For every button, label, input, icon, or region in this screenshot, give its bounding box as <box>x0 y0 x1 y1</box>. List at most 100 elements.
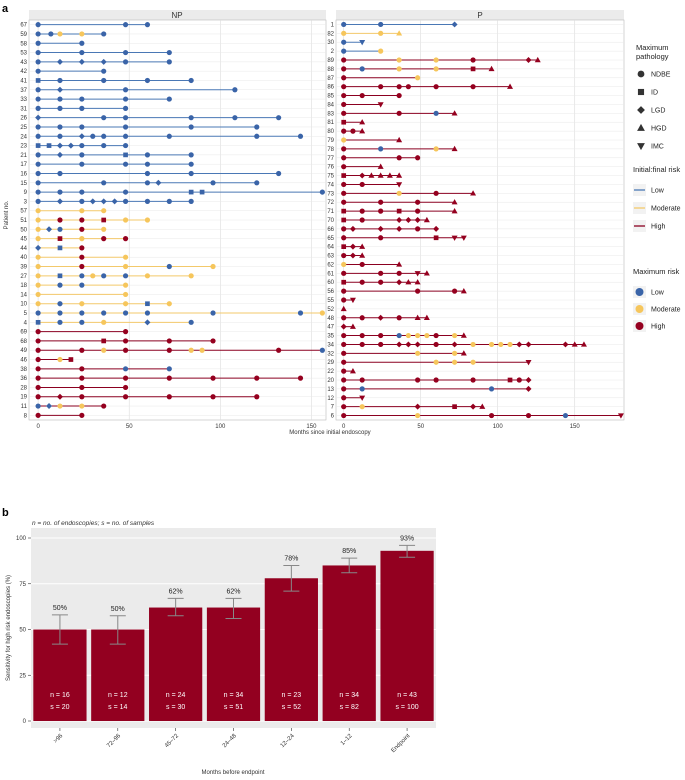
bar-value-label: 50% <box>53 605 67 612</box>
endoscopy-point <box>349 252 356 259</box>
patient-id-label: 50 <box>20 227 27 233</box>
x-tick-label: 100 <box>215 424 226 430</box>
endoscopy-point <box>155 179 162 186</box>
legend-color-swatch <box>635 322 644 330</box>
endoscopy-point <box>405 217 412 223</box>
endoscopy-point <box>433 359 439 365</box>
endoscopy-point <box>35 356 41 363</box>
endoscopy-point <box>57 282 63 288</box>
endoscopy-point <box>451 235 458 241</box>
endoscopy-point <box>415 350 421 356</box>
patient-id-label: 64 <box>327 245 334 251</box>
endoscopy-point <box>35 394 41 400</box>
endoscopy-point <box>415 412 421 419</box>
endoscopy-point <box>341 404 347 410</box>
endoscopy-point <box>35 384 41 391</box>
endoscopy-point <box>57 31 63 37</box>
endoscopy-point <box>35 282 41 288</box>
patient-id-label: 41 <box>20 78 27 84</box>
endoscopy-point <box>122 142 129 149</box>
endoscopy-point <box>145 301 150 307</box>
endoscopy-point <box>433 190 439 196</box>
endoscopy-point <box>101 338 107 344</box>
patient-id-label: 14 <box>20 292 27 298</box>
endoscopy-point <box>396 30 403 36</box>
endoscopy-point <box>35 236 41 242</box>
x-tick-label: 0 <box>36 424 40 430</box>
endoscopy-point <box>166 133 172 139</box>
endoscopy-point <box>341 368 347 374</box>
endoscopy-point <box>188 319 194 325</box>
endoscopy-point <box>350 128 356 134</box>
patient-id-label: 86 <box>327 85 334 91</box>
patient-id-label: 16 <box>20 171 27 177</box>
bar-s-label: s = 52 <box>282 704 301 711</box>
endoscopy-point <box>341 279 347 285</box>
endoscopy-point <box>415 199 421 205</box>
y-tick-label: 100 <box>16 536 27 542</box>
np-title-strip <box>29 10 326 20</box>
legend-max-title: Maximum risk <box>633 267 679 276</box>
endoscopy-point <box>386 172 393 178</box>
endoscopy-point <box>396 110 402 116</box>
np-patient-points <box>35 22 325 418</box>
endoscopy-point <box>35 208 41 214</box>
endoscopy-point <box>359 172 366 179</box>
endoscopy-point <box>79 226 85 232</box>
endoscopy-point <box>122 161 129 167</box>
x-tick-label: 12–24 <box>280 733 297 750</box>
endoscopy-point <box>210 338 216 344</box>
endoscopy-point <box>341 386 347 392</box>
patient-id-label: 75 <box>327 174 334 180</box>
endoscopy-point <box>341 155 347 161</box>
endoscopy-point <box>349 243 356 250</box>
endoscopy-point <box>210 263 216 270</box>
endoscopy-point <box>188 161 194 167</box>
patient-id-label: 52 <box>327 307 334 313</box>
endoscopy-point <box>276 115 282 121</box>
endoscopy-point <box>319 189 325 195</box>
patient-id-label: 89 <box>327 58 334 64</box>
endoscopy-point <box>166 301 172 307</box>
endoscopy-point <box>507 341 513 348</box>
endoscopy-point <box>79 384 85 391</box>
endoscopy-point <box>79 217 85 223</box>
patient-id-label: 5 <box>24 311 28 317</box>
p-patient-points <box>340 21 624 419</box>
endoscopy-point <box>101 310 107 316</box>
endoscopy-point <box>254 133 260 139</box>
endoscopy-point <box>452 404 457 410</box>
endoscopy-point <box>122 347 129 353</box>
endoscopy-point <box>57 124 63 130</box>
endoscopy-point <box>122 375 129 381</box>
patient-id-label: 7 <box>331 405 335 411</box>
endoscopy-point <box>396 279 403 286</box>
endoscopy-point <box>35 31 41 37</box>
endoscopy-point <box>35 40 41 46</box>
endoscopy-point <box>79 347 85 353</box>
endoscopy-point <box>79 273 85 279</box>
endoscopy-point <box>396 190 402 196</box>
legend-pathology-title-1: Maximum <box>636 43 669 52</box>
endoscopy-point <box>101 226 107 232</box>
endoscopy-point <box>79 49 85 56</box>
x-tick-label: >96 <box>53 733 65 745</box>
endoscopy-point <box>89 198 96 205</box>
endoscopy-point <box>90 133 96 139</box>
endoscopy-point <box>57 226 63 232</box>
bar-value-label: 93% <box>400 535 414 542</box>
endoscopy-point <box>341 235 347 241</box>
endoscopy-point <box>488 65 495 72</box>
endoscopy-point <box>276 347 282 353</box>
endoscopy-point <box>378 30 384 36</box>
endoscopy-point <box>359 377 365 383</box>
endoscopy-point <box>101 208 107 214</box>
endoscopy-point <box>359 315 365 321</box>
patient-id-label: 48 <box>327 316 334 322</box>
patient-id-label: 26 <box>20 116 27 122</box>
endoscopy-point <box>35 170 41 177</box>
endoscopy-point <box>378 48 384 54</box>
endoscopy-point <box>122 49 129 56</box>
bar-value-label: 62% <box>226 588 240 595</box>
patient-id-label: 59 <box>20 32 27 38</box>
